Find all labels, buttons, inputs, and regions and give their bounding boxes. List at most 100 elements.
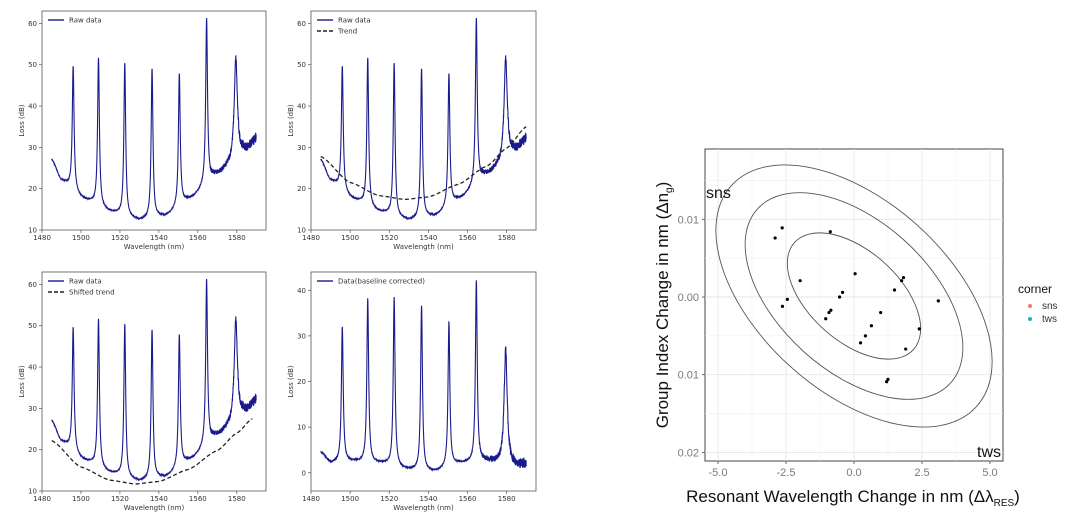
y-tick-label: 60 <box>297 20 306 28</box>
x-tick-label: 1580 <box>498 495 516 503</box>
scatter-point <box>829 308 833 312</box>
x-axis-label: Wavelength (nm) <box>124 504 185 512</box>
y-tick-label: 30 <box>28 144 37 152</box>
x-tick-label: 1580 <box>228 495 246 503</box>
y-tick-label: 40 <box>297 287 306 295</box>
x-tick-label: 1560 <box>189 495 207 503</box>
legend-label: Data(baseline corrected) <box>338 278 425 286</box>
plot-frame <box>41 10 267 231</box>
raw-data-line <box>320 280 527 472</box>
scatter-point <box>853 272 857 276</box>
x-tick-label: 1540 <box>150 234 168 242</box>
x-axis-label: Wavelength (nm) <box>124 243 185 251</box>
scatter-point <box>886 377 890 381</box>
scatter-point <box>900 279 904 283</box>
raw-data-line <box>51 279 257 482</box>
plot-shifted-trend: 1480 1500 1520 1540 1560 1580 10 20 30 40 50 60 Wave… <box>18 271 267 512</box>
legend-label: Shifted trend <box>69 289 115 297</box>
y-tick-label: 50 <box>28 61 37 69</box>
x-tick-label: 1500 <box>341 234 359 242</box>
x-tick-label: 1520 <box>111 234 129 242</box>
y-axis-label: Group Index Change in nm (Δng) <box>653 182 675 429</box>
legend-key-tws <box>1028 317 1032 321</box>
y-axis-label: Loss (dB) <box>287 104 295 137</box>
x-tick-label: 1520 <box>380 234 398 242</box>
scatter-point <box>901 275 906 280</box>
y-axis-label: Loss (dB) <box>18 104 26 137</box>
y-tick-label: 50 <box>28 322 37 330</box>
y-tick-label: 0.01 <box>678 370 699 382</box>
y-axis-label: Loss (dB) <box>18 365 26 398</box>
x-tick-label: 1500 <box>341 495 359 503</box>
scatter-point <box>828 230 832 234</box>
scatter-point <box>885 380 889 384</box>
legend-label-sns: sns <box>1042 301 1058 312</box>
y-tick-label: 20 <box>297 185 306 193</box>
legend-key-sns <box>1028 304 1032 308</box>
x-tick-label: 1580 <box>228 234 246 242</box>
y-tick-label: 0.01 <box>678 214 699 226</box>
scatter-point <box>863 334 868 338</box>
raw-data-line <box>320 18 527 221</box>
y-tick-label: 0 <box>302 469 306 477</box>
scatter-point <box>879 310 883 315</box>
x-tick-label: 2.5 <box>914 467 929 479</box>
plot-frame <box>310 10 537 231</box>
x-tick-label: 1560 <box>459 234 477 242</box>
y-tick-label: 30 <box>28 405 37 413</box>
scatter-point <box>858 341 863 345</box>
scatter-point <box>827 310 831 315</box>
y-tick-label: 50 <box>297 61 306 69</box>
x-axis-label: Wavelength (nm) <box>393 504 454 512</box>
x-axis-label-end: ) <box>1014 487 1020 506</box>
scatter-point <box>936 299 940 303</box>
scatter-point <box>869 324 874 328</box>
y-tick-label: 0.02 <box>678 447 699 459</box>
x-tick-label: 1500 <box>72 495 90 503</box>
plot-frame <box>310 271 537 492</box>
scatter-point <box>798 279 802 283</box>
scatter-point <box>892 288 897 292</box>
x-tick-label: -2.5 <box>777 467 796 479</box>
y-axis-label-main: Group Index Change in nm (Δn <box>653 193 672 428</box>
y-tick-label: 60 <box>28 281 37 289</box>
y-tick-label: 10 <box>297 424 306 432</box>
confidence-ellipse-outer <box>715 164 993 428</box>
x-axis-label-subscript: RES <box>994 498 1015 509</box>
scatter-point <box>780 226 784 230</box>
x-tick-label: 1540 <box>419 495 437 503</box>
plot-frame <box>41 271 267 492</box>
y-tick-label: 40 <box>297 103 306 111</box>
y-tick-label: 30 <box>297 144 306 152</box>
corner-label-sns: sns <box>706 185 731 202</box>
scatter-point <box>785 297 789 301</box>
legend-label-tws: tws <box>1042 314 1057 325</box>
y-tick-label: 10 <box>28 488 37 496</box>
trend-line <box>51 418 253 485</box>
scatter-point <box>840 290 845 294</box>
y-tick-label: 10 <box>28 227 37 235</box>
confidence-ellipse-inner <box>786 232 922 360</box>
raw-data-line <box>51 18 257 221</box>
plot-trend: 1480 1500 1520 1540 1560 1580 10 20 30 40 50 60 Wave… <box>287 10 537 251</box>
x-tick-label: 1480 <box>302 234 320 242</box>
legend-label: Raw data <box>69 278 102 286</box>
y-axis-label-end: ) <box>653 182 672 188</box>
y-axis-label-subscript: g <box>664 187 675 193</box>
scatter-point <box>780 304 785 308</box>
x-axis-label: Wavelength (nm) <box>393 243 454 251</box>
x-tick-label: 1480 <box>302 495 320 503</box>
y-tick-label: 20 <box>28 185 37 193</box>
legend-label: Trend <box>337 28 357 36</box>
x-tick-label: 1500 <box>72 234 90 242</box>
legend-title: corner <box>1018 282 1052 296</box>
plot-baseline-corrected: 1480 1500 1520 1540 1560 1580 0 10 20 30 40 Wavelen… <box>287 271 537 512</box>
confidence-ellipse-middle <box>744 192 964 400</box>
scatter-point <box>917 327 921 331</box>
x-tick-label: 1540 <box>150 495 168 503</box>
corner-label-tws: tws <box>977 444 1001 461</box>
legend-label: Raw data <box>69 17 102 25</box>
x-axis-label-main: Resonant Wavelength Change in nm (Δλ <box>686 487 994 506</box>
scatter-point <box>824 317 828 321</box>
